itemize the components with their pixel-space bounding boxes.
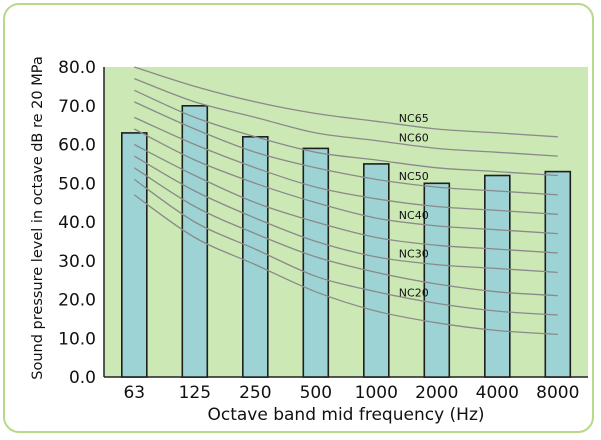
- nc-curve-unlabeled-2: [134, 89, 558, 177]
- nc-curve-nc40: [134, 128, 558, 235]
- nc-label-nc50: NC50: [399, 170, 429, 183]
- nc-label-nc20: NC20: [399, 286, 429, 299]
- y-axis-title: Sound pressure level in octave dB re 20 …: [30, 56, 46, 379]
- nc-curves-layer: NC65 NC60 NC50 NC40 NC30 NC20: [133, 66, 558, 336]
- y-tick-label: 70.0: [58, 97, 96, 117]
- nc-curve-unlabeled-6: [134, 143, 558, 254]
- nc-label-nc65: NC65: [399, 112, 429, 125]
- x-tick-label: 500: [300, 383, 332, 403]
- nc-label-nc60: NC60: [399, 131, 429, 144]
- x-axis-title: Octave band mid frequency (Hz): [207, 405, 484, 425]
- nc-curve-unlabeled-4: [134, 116, 558, 215]
- bars-layer: [121, 105, 572, 378]
- bar-2000: [423, 182, 451, 378]
- y-tick-label: 0.0: [69, 368, 96, 388]
- nc-label-nc30: NC30: [399, 248, 429, 261]
- y-tick-label: 20.0: [58, 291, 96, 311]
- bar-4000: [483, 174, 511, 378]
- nc-curve-unlabeled-10: [133, 194, 558, 336]
- x-tick-label: 8000: [536, 383, 579, 403]
- nc-curve-unlabeled-8: [133, 167, 558, 297]
- y-tick-label: 60.0: [58, 136, 96, 156]
- x-tick-labels: 63 125 250 500 1000 2000 4000 8000: [123, 383, 579, 403]
- x-tick-label: 1000: [355, 383, 398, 403]
- x-tick-label: 125: [179, 383, 211, 403]
- y-tick-labels: 0.0 10.0 20.0 30.0 40.0 50.0 60.0 70.0 80.0: [58, 58, 96, 388]
- bar-63: [121, 132, 148, 378]
- nc-label-nc40: NC40: [399, 209, 429, 222]
- y-tick-label: 30.0: [58, 252, 96, 272]
- x-tick-label: 250: [239, 383, 271, 403]
- bar-8000: [544, 170, 572, 378]
- y-tick-label: 40.0: [58, 213, 96, 233]
- nc-curve-nc50: [134, 101, 558, 196]
- bar-250: [242, 136, 269, 378]
- y-tick-label: 10.0: [58, 329, 96, 349]
- y-tick-label: 50.0: [58, 174, 96, 194]
- nc-curve-nc20: [133, 178, 558, 316]
- x-tick-label: 4000: [476, 383, 519, 403]
- x-tick-label: 63: [123, 383, 145, 403]
- plot-area: [104, 67, 588, 377]
- nc-curve-nc30: [133, 155, 558, 274]
- nc-curve-nc65: [134, 66, 558, 138]
- y-tick-label: 80.0: [58, 58, 96, 78]
- x-tick-label: 2000: [415, 383, 458, 403]
- nc-curve-nc60: [134, 77, 558, 157]
- bar-500: [302, 147, 330, 378]
